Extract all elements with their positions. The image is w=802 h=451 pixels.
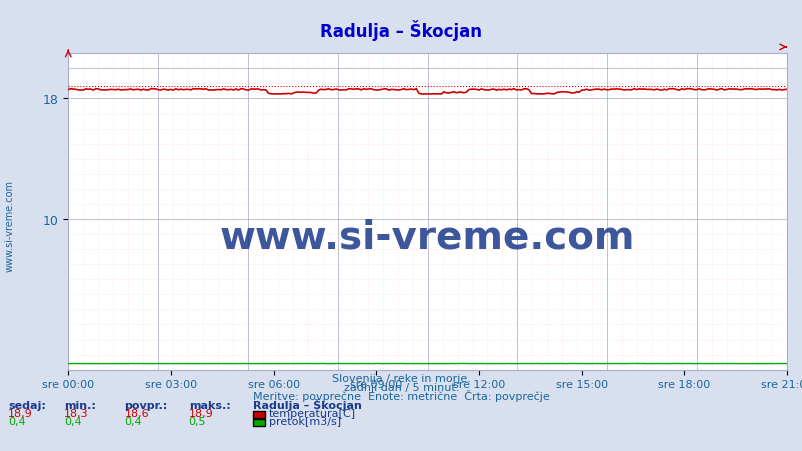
Text: 0,4: 0,4 <box>64 416 82 426</box>
Text: temperatura[C]: temperatura[C] <box>269 408 355 418</box>
Text: Radulja – Škocjan: Radulja – Škocjan <box>320 20 482 41</box>
Text: 18,3: 18,3 <box>64 408 89 418</box>
Text: 0,4: 0,4 <box>124 416 142 426</box>
Text: www.si-vreme.com: www.si-vreme.com <box>5 179 14 272</box>
Text: 18,9: 18,9 <box>8 408 33 418</box>
Text: pretok[m3/s]: pretok[m3/s] <box>269 416 341 426</box>
Text: 18,9: 18,9 <box>188 408 213 418</box>
Text: maks.:: maks.: <box>188 400 230 410</box>
Text: 0,4: 0,4 <box>8 416 26 426</box>
Text: Slovenija / reke in morje.: Slovenija / reke in morje. <box>332 373 470 383</box>
Text: 0,5: 0,5 <box>188 416 206 426</box>
Text: www.si-vreme.com: www.si-vreme.com <box>220 218 634 256</box>
Text: sedaj:: sedaj: <box>8 400 46 410</box>
Text: Radulja – Škocjan: Radulja – Škocjan <box>253 398 362 410</box>
Text: min.:: min.: <box>64 400 96 410</box>
Text: 18,6: 18,6 <box>124 408 149 418</box>
Text: Meritve: povprečne  Enote: metrične  Črta: povprečje: Meritve: povprečne Enote: metrične Črta:… <box>253 389 549 401</box>
Text: zadnji dan / 5 minut.: zadnji dan / 5 minut. <box>343 382 459 392</box>
Text: povpr.:: povpr.: <box>124 400 168 410</box>
